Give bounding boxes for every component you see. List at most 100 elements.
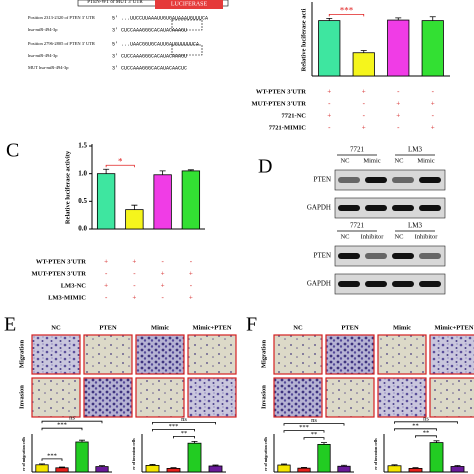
row-label: PTEN bbox=[314, 176, 332, 184]
band bbox=[365, 253, 387, 259]
row-label: Migration bbox=[260, 340, 267, 369]
band bbox=[419, 253, 441, 259]
condition-label: MUT-PTEN 3'UTR bbox=[32, 270, 87, 277]
condition-label: MUT-PTEN 3'UTR bbox=[252, 100, 307, 107]
bar bbox=[75, 441, 89, 473]
lane-label: Inhibitor bbox=[361, 233, 385, 240]
micrograph bbox=[429, 334, 474, 375]
condition-label: LM3-MIMIC bbox=[48, 294, 86, 301]
sig-label: *** bbox=[169, 423, 179, 430]
error-bar bbox=[391, 464, 398, 466]
bar bbox=[153, 174, 172, 230]
bar bbox=[318, 20, 341, 77]
sig-bracket bbox=[283, 423, 345, 426]
error-bar bbox=[341, 464, 347, 467]
row-label: GAPDH bbox=[307, 280, 331, 288]
condition-sign: - bbox=[105, 270, 108, 278]
sig-label: ** bbox=[423, 429, 430, 436]
sig-bracket bbox=[173, 436, 195, 439]
error-bar bbox=[191, 441, 198, 444]
sig-label: *** bbox=[340, 5, 354, 15]
condition-sign: + bbox=[161, 270, 165, 278]
error-bar bbox=[59, 466, 65, 468]
condition-sign: + bbox=[189, 270, 193, 278]
band bbox=[419, 205, 441, 211]
sig-label: *** bbox=[299, 424, 309, 431]
condition-sign: + bbox=[396, 100, 400, 108]
lane-label: NC bbox=[394, 233, 403, 240]
y-axis-label: Relative luciferase acti bbox=[300, 8, 307, 71]
micrograph bbox=[429, 377, 474, 418]
y-tick-label: 0.5 bbox=[78, 197, 87, 205]
micrograph bbox=[325, 334, 375, 375]
condition-sign: - bbox=[133, 282, 136, 290]
condition-sign: + bbox=[362, 124, 366, 132]
reporter-label: LUCIFERASE bbox=[171, 1, 208, 7]
reporter-box bbox=[155, 0, 223, 9]
column-label: NC bbox=[51, 324, 61, 331]
sig-label: ** bbox=[311, 431, 318, 438]
bar bbox=[352, 52, 375, 77]
condition-sign: + bbox=[104, 258, 108, 266]
bar bbox=[181, 170, 201, 230]
error-bar bbox=[412, 467, 419, 469]
condition-sign: + bbox=[132, 258, 136, 266]
sig-bracket bbox=[105, 164, 135, 168]
sig-bracket bbox=[41, 458, 63, 461]
sig-label: * bbox=[118, 156, 123, 166]
bar bbox=[55, 467, 69, 473]
construct-label: PTEN-WT or MUT 3' UTR bbox=[87, 0, 143, 5]
error-bar bbox=[159, 170, 166, 175]
condition-sign: - bbox=[190, 258, 193, 266]
condition-sign: - bbox=[161, 258, 164, 266]
error-bar bbox=[301, 467, 307, 469]
condition-label: WT-PTEN 3'UTR bbox=[256, 88, 306, 95]
error-bar bbox=[103, 168, 110, 174]
condition-label: WT-PTEN 3'UTR bbox=[36, 258, 86, 265]
lane-label: NC bbox=[340, 233, 349, 240]
row-label: Invasion bbox=[18, 385, 25, 409]
micrograph bbox=[325, 377, 375, 418]
blot-strip bbox=[334, 169, 446, 191]
bar bbox=[387, 465, 402, 473]
error-bar bbox=[149, 464, 156, 466]
condition-sign: - bbox=[432, 88, 435, 96]
sig-label: *** bbox=[57, 422, 67, 429]
bar bbox=[317, 443, 331, 473]
error-bar bbox=[131, 204, 138, 210]
group-label: 7721 bbox=[350, 222, 365, 230]
sig-label: ns bbox=[181, 416, 187, 423]
sig-bracket bbox=[303, 437, 325, 440]
sequence: 5' ...UAACGGUGCAUUGAUGUUUUUCA bbox=[112, 41, 199, 47]
error-bar bbox=[360, 50, 367, 53]
bar bbox=[387, 19, 410, 77]
error-bar bbox=[212, 464, 219, 466]
error-bar bbox=[281, 463, 287, 466]
error-bar bbox=[433, 440, 440, 443]
band bbox=[365, 177, 387, 183]
micrograph bbox=[83, 334, 133, 375]
sequence-label: hsa-miR-494-3p bbox=[28, 27, 58, 32]
column-label: Mimic bbox=[393, 324, 411, 331]
condition-sign: - bbox=[105, 294, 108, 302]
lane-label: Mimic bbox=[363, 157, 380, 164]
column-label: NC bbox=[293, 324, 303, 331]
sig-bracket bbox=[415, 435, 437, 438]
sig-label: *** bbox=[47, 452, 57, 459]
sig-label: ** bbox=[181, 430, 188, 437]
condition-sign: - bbox=[133, 270, 136, 278]
sig-bracket bbox=[394, 428, 437, 431]
bar bbox=[337, 465, 351, 473]
band bbox=[392, 281, 414, 287]
band bbox=[338, 177, 360, 183]
band bbox=[392, 205, 414, 211]
sig-label: ns bbox=[69, 415, 75, 422]
band bbox=[338, 281, 360, 287]
panel-label: D bbox=[258, 156, 272, 178]
lane-label: NC bbox=[340, 157, 349, 164]
row-label: GAPDH bbox=[307, 204, 331, 212]
micrograph bbox=[187, 334, 237, 375]
micrograph bbox=[377, 334, 427, 375]
bar bbox=[166, 467, 181, 473]
sig-bracket bbox=[283, 430, 325, 433]
